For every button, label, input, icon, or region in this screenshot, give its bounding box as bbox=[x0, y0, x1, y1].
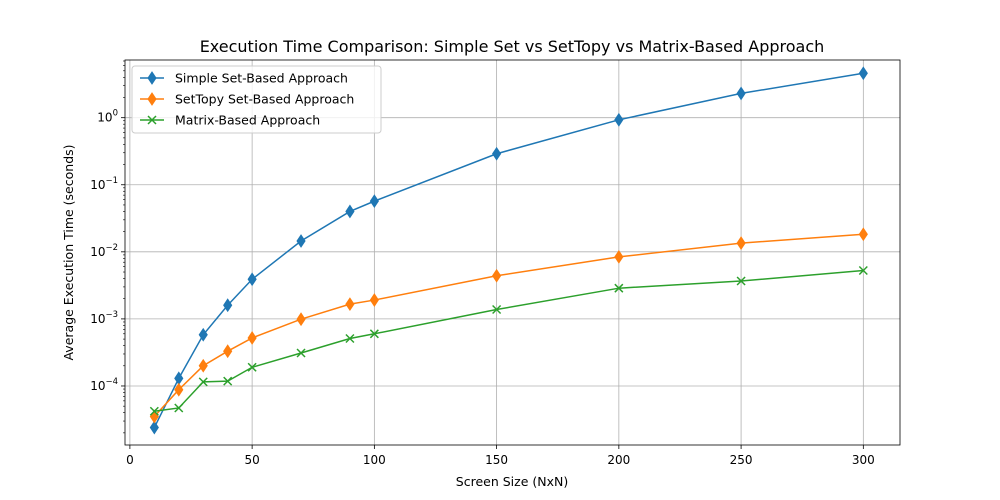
data-point bbox=[149, 406, 159, 416]
data-point bbox=[223, 344, 233, 359]
data-point bbox=[247, 272, 257, 287]
data-point bbox=[736, 86, 746, 101]
y-axis-label: Average Execution Time (seconds) bbox=[61, 144, 76, 360]
series-line bbox=[153, 233, 864, 418]
series-line bbox=[153, 72, 864, 428]
legend-label: Simple Set-Based Approach bbox=[175, 71, 348, 86]
data-point bbox=[858, 265, 868, 276]
y-tick-exponent: −4 bbox=[105, 377, 118, 387]
data-point bbox=[296, 348, 306, 358]
data-point bbox=[296, 312, 306, 327]
data-point bbox=[198, 377, 208, 387]
series-1 bbox=[149, 227, 868, 424]
legend-marker bbox=[147, 92, 157, 106]
y-tick-label: 100 bbox=[97, 109, 118, 125]
legend-marker bbox=[147, 71, 157, 85]
x-tick-label: 50 bbox=[244, 453, 259, 467]
data-point bbox=[198, 327, 208, 342]
data-point bbox=[198, 358, 208, 373]
data-point bbox=[223, 376, 233, 386]
x-marker-stroke bbox=[736, 276, 746, 286]
x-marker-stroke bbox=[369, 329, 379, 339]
y-tick-base: 10 bbox=[90, 312, 105, 326]
data-point bbox=[247, 362, 257, 372]
y-tick-base: 10 bbox=[90, 178, 105, 192]
data-point bbox=[174, 382, 184, 397]
data-point bbox=[858, 66, 868, 81]
x-tick-label: 200 bbox=[607, 453, 630, 467]
y-tick-base: 10 bbox=[97, 111, 112, 125]
y-tick-base: 10 bbox=[90, 379, 105, 393]
y-tick-label: 10−2 bbox=[90, 243, 118, 259]
data-point bbox=[149, 420, 159, 435]
x-marker-stroke bbox=[223, 376, 233, 386]
x-tick-label: 300 bbox=[852, 453, 875, 467]
data-point bbox=[492, 146, 502, 161]
y-tick-label: 10−1 bbox=[90, 176, 118, 192]
x-tick-label: 100 bbox=[363, 453, 386, 467]
x-marker-stroke bbox=[614, 283, 624, 293]
y-tick-base: 10 bbox=[90, 245, 105, 259]
x-axis-label: Screen Size (NxN) bbox=[456, 474, 568, 489]
chart-title: Execution Time Comparison: Simple Set vs… bbox=[200, 37, 825, 56]
series-line bbox=[154, 269, 864, 412]
y-tick-label: 10−3 bbox=[90, 310, 118, 326]
legend-label: Matrix-Based Approach bbox=[175, 113, 320, 128]
data-point bbox=[369, 293, 379, 307]
data-point bbox=[492, 304, 502, 315]
y-tick-exponent: −1 bbox=[105, 176, 118, 186]
y-tick-exponent: −3 bbox=[105, 310, 118, 320]
data-point bbox=[345, 333, 355, 344]
legend-item: Matrix-Based Approach bbox=[140, 113, 320, 128]
data-point bbox=[858, 227, 868, 242]
x-tick-label: 150 bbox=[485, 453, 508, 467]
x-marker-stroke bbox=[345, 333, 355, 344]
x-marker-stroke bbox=[198, 377, 208, 387]
x-tick-label: 0 bbox=[126, 453, 134, 467]
x-marker-stroke bbox=[492, 304, 502, 315]
legend-box bbox=[131, 65, 382, 134]
x-axis: 0 50 100 150 200 250 300 bbox=[126, 445, 875, 467]
data-point bbox=[736, 276, 746, 286]
data-point bbox=[247, 331, 257, 345]
data-point bbox=[614, 112, 624, 127]
data-point bbox=[223, 298, 233, 313]
data-point bbox=[296, 234, 306, 248]
x-tick-label: 250 bbox=[730, 453, 753, 467]
legend-label: SetTopy Set-Based Approach bbox=[175, 92, 354, 107]
x-marker-stroke bbox=[149, 406, 159, 416]
data-point bbox=[345, 204, 355, 219]
data-point bbox=[492, 268, 502, 283]
y-tick-label: 10−4 bbox=[90, 377, 118, 393]
data-point bbox=[614, 283, 624, 293]
legend-item: Simple Set-Based Approach bbox=[140, 71, 348, 86]
legend: Simple Set-Based Approach SetTopy Set-Bas… bbox=[131, 65, 382, 134]
series-2 bbox=[149, 265, 868, 416]
data-point bbox=[614, 250, 624, 264]
x-marker-stroke bbox=[247, 362, 257, 372]
legend-item: SetTopy Set-Based Approach bbox=[140, 92, 354, 107]
series-0 bbox=[149, 66, 868, 435]
x-marker-stroke bbox=[858, 265, 868, 276]
x-marker-stroke bbox=[296, 348, 306, 358]
y-tick-exponent: 0 bbox=[113, 109, 118, 119]
plot-area-frame bbox=[124, 59, 901, 446]
data-point bbox=[345, 297, 355, 312]
y-tick-exponent: −2 bbox=[105, 243, 118, 253]
data-point bbox=[736, 236, 746, 250]
x-marker-stroke bbox=[147, 115, 157, 125]
legend-marker bbox=[147, 115, 157, 125]
data-point bbox=[174, 403, 184, 413]
x-marker-stroke bbox=[174, 403, 184, 413]
data-point bbox=[369, 194, 379, 209]
data-point bbox=[369, 329, 379, 339]
series-layer bbox=[149, 66, 868, 435]
